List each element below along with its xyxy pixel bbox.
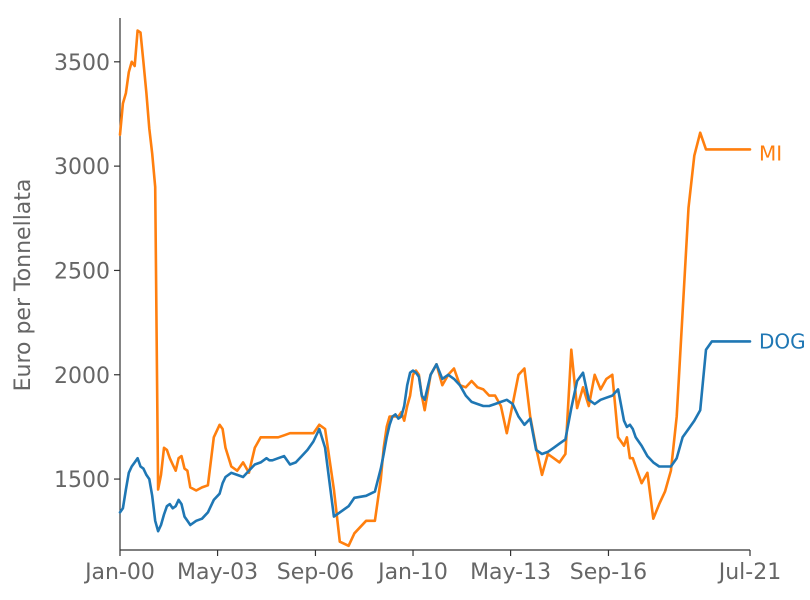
x-tick-label: Sep-06 bbox=[277, 560, 354, 585]
x-axis: Jan-00 May-03 Sep-06 Jan-10 May-13 Sep-16 Jul-… bbox=[83, 549, 781, 585]
series-labels: MI DOG bbox=[759, 142, 806, 354]
x-tick-label: Jan-10 bbox=[376, 560, 448, 585]
y-tick-label: 2500 bbox=[54, 259, 110, 284]
x-tick-label: May-13 bbox=[470, 560, 551, 585]
y-axis-title: Euro per Tonnellata bbox=[11, 179, 36, 392]
series-line-dog bbox=[118, 340, 752, 533]
series-line-mi bbox=[118, 29, 752, 548]
x-tick-label: Jan-00 bbox=[83, 560, 155, 585]
x-tick-label: Sep-16 bbox=[570, 560, 647, 585]
series-label-dog: DOG bbox=[759, 329, 806, 353]
y-axis: 1500 2000 2500 3000 3500 bbox=[54, 18, 121, 550]
x-tick-label: May-03 bbox=[177, 560, 258, 585]
y-tick-label: 1500 bbox=[54, 468, 110, 493]
x-tick-label: Jul-21 bbox=[717, 560, 781, 585]
y-tick-label: 3000 bbox=[54, 155, 110, 180]
y-tick-label: 3500 bbox=[54, 51, 110, 76]
plot-area bbox=[118, 29, 752, 548]
series-label-mi: MI bbox=[759, 142, 782, 166]
y-tick-label: 2000 bbox=[54, 364, 110, 389]
